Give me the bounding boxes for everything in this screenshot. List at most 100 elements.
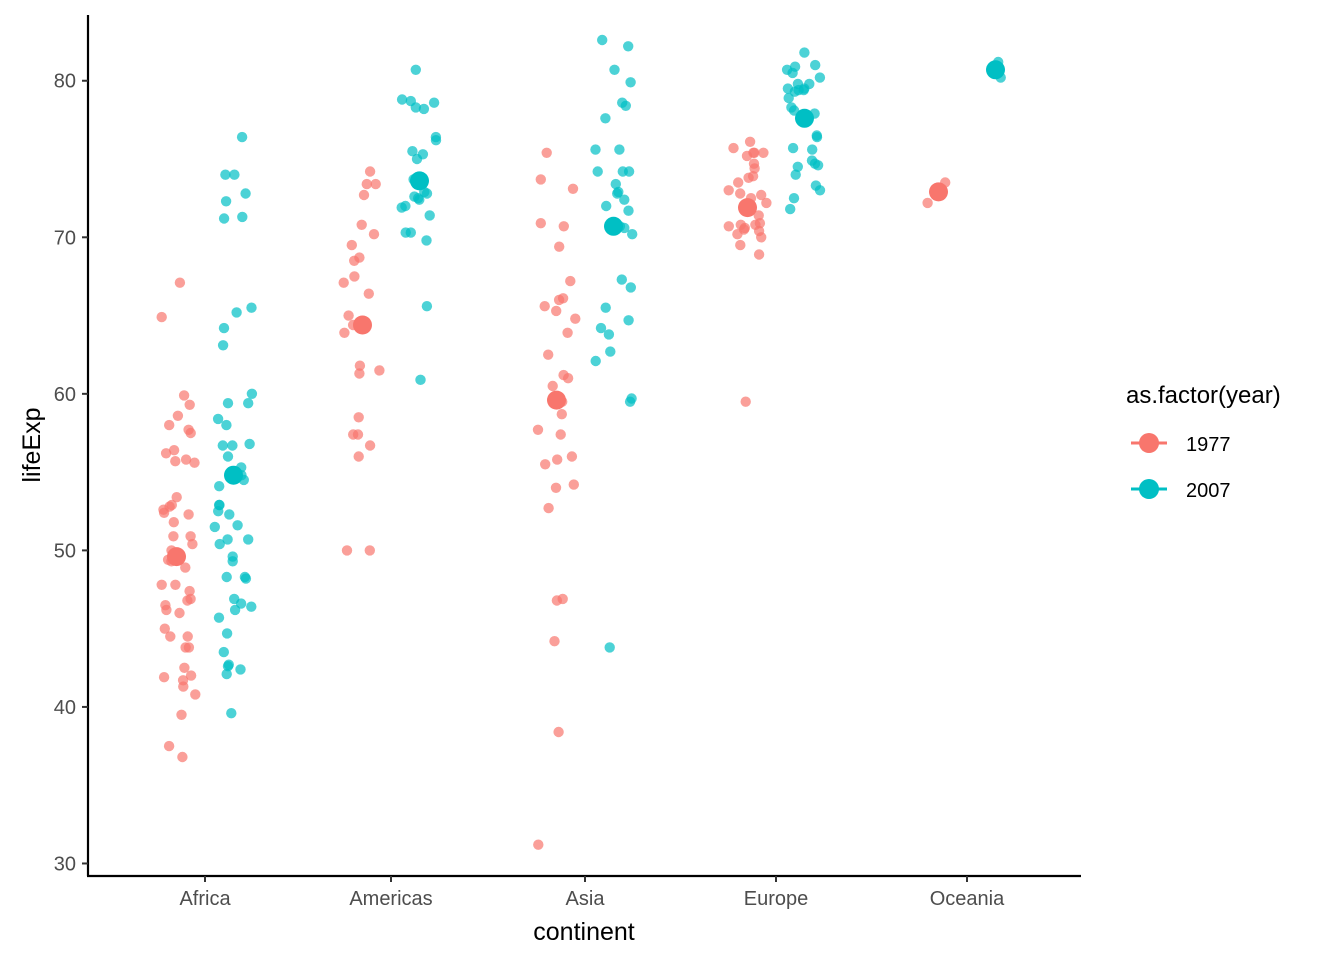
y-tick-label: 30 xyxy=(54,853,76,875)
data-point xyxy=(349,271,360,282)
data-point xyxy=(166,499,177,511)
y-tick-label: 70 xyxy=(54,227,76,249)
data-point xyxy=(180,562,191,573)
data-point xyxy=(790,169,801,180)
data-point xyxy=(354,360,366,371)
y-tick-label: 40 xyxy=(54,697,76,719)
data-point xyxy=(417,149,429,160)
data-point xyxy=(592,166,603,177)
data-point xyxy=(222,398,234,409)
data-point xyxy=(231,307,242,318)
data-point xyxy=(747,171,759,182)
data-point xyxy=(222,451,234,462)
mean-point xyxy=(167,547,186,567)
data-point xyxy=(164,419,175,431)
data-point xyxy=(758,147,769,158)
data-point xyxy=(814,72,826,83)
data-point xyxy=(341,545,353,556)
data-point xyxy=(551,305,562,317)
data-point xyxy=(170,579,181,590)
data-point xyxy=(370,178,381,190)
x-tick-label: Asia xyxy=(566,888,606,910)
mean-point xyxy=(353,315,372,335)
data-point xyxy=(789,61,801,72)
data-point xyxy=(554,241,565,252)
data-point xyxy=(361,178,372,190)
data-point xyxy=(214,481,225,492)
data-point xyxy=(421,301,433,312)
data-point xyxy=(354,368,365,379)
data-point xyxy=(246,601,257,612)
data-point xyxy=(723,221,734,232)
data-point xyxy=(735,219,746,230)
data-point xyxy=(430,131,442,143)
data-point xyxy=(557,593,568,605)
data-point xyxy=(174,607,185,619)
data-point xyxy=(217,340,229,351)
data-point xyxy=(180,642,191,653)
data-point xyxy=(221,419,232,431)
data-point xyxy=(601,200,612,212)
data-point xyxy=(220,169,231,180)
data-point xyxy=(236,131,248,143)
data-point xyxy=(160,600,171,611)
data-point xyxy=(623,205,634,216)
data-point xyxy=(782,83,794,94)
data-point xyxy=(552,454,563,465)
data-point xyxy=(407,146,418,157)
plot-area xyxy=(156,34,1006,850)
legend-title: as.factor(year) xyxy=(1126,382,1281,409)
data-point xyxy=(354,252,365,263)
data-point xyxy=(728,142,739,154)
data-point xyxy=(424,210,435,221)
data-point xyxy=(221,571,232,583)
mean-point xyxy=(224,465,243,485)
data-point xyxy=(555,429,566,440)
data-point xyxy=(543,349,554,360)
data-point xyxy=(753,210,764,221)
data-point xyxy=(600,113,611,124)
y-tick-label: 50 xyxy=(54,540,76,562)
mean-point xyxy=(929,182,948,202)
data-point xyxy=(597,34,608,46)
data-point xyxy=(609,64,620,76)
data-point xyxy=(806,155,818,166)
data-point xyxy=(364,440,376,451)
mean-point xyxy=(547,390,566,410)
data-point xyxy=(353,412,364,423)
x-tick-label: Americas xyxy=(349,888,432,910)
data-point xyxy=(400,200,411,212)
data-point xyxy=(603,329,615,340)
data-point xyxy=(415,374,426,385)
data-point xyxy=(352,429,364,440)
data-point xyxy=(610,178,621,190)
data-point xyxy=(224,509,235,520)
data-point xyxy=(177,751,188,763)
data-point xyxy=(185,531,196,542)
data-point xyxy=(619,194,630,205)
data-point xyxy=(396,94,408,105)
data-point xyxy=(223,659,234,670)
data-point xyxy=(568,479,579,490)
data-point xyxy=(158,672,170,683)
data-point xyxy=(246,388,258,399)
data-point xyxy=(183,424,194,435)
y-axis-title: lifeExp xyxy=(18,407,46,482)
legend-item-2007: 2007 xyxy=(1131,479,1231,502)
legend-key-point-2007 xyxy=(1139,479,1159,499)
data-point xyxy=(170,456,181,467)
data-point xyxy=(558,369,569,381)
data-point xyxy=(557,293,569,304)
data-point xyxy=(226,708,237,719)
data-point xyxy=(213,499,225,511)
mean-point xyxy=(986,60,1005,80)
data-point xyxy=(156,579,167,590)
data-point xyxy=(187,538,198,550)
data-point xyxy=(733,177,744,188)
data-point xyxy=(749,147,760,158)
data-point xyxy=(232,520,243,531)
data-point xyxy=(214,538,225,550)
data-point xyxy=(744,136,756,147)
data-point xyxy=(218,322,230,334)
